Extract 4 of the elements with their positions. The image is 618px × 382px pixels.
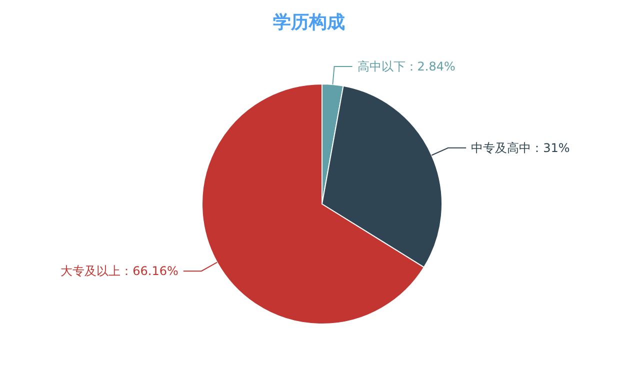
slice-label: 大专及以上：66.16% bbox=[60, 264, 178, 278]
slice-label: 中专及高中：31% bbox=[471, 140, 570, 155]
slice-label: 高中以下：2.84% bbox=[357, 60, 456, 74]
chart-title: 学历构成 bbox=[272, 11, 346, 34]
